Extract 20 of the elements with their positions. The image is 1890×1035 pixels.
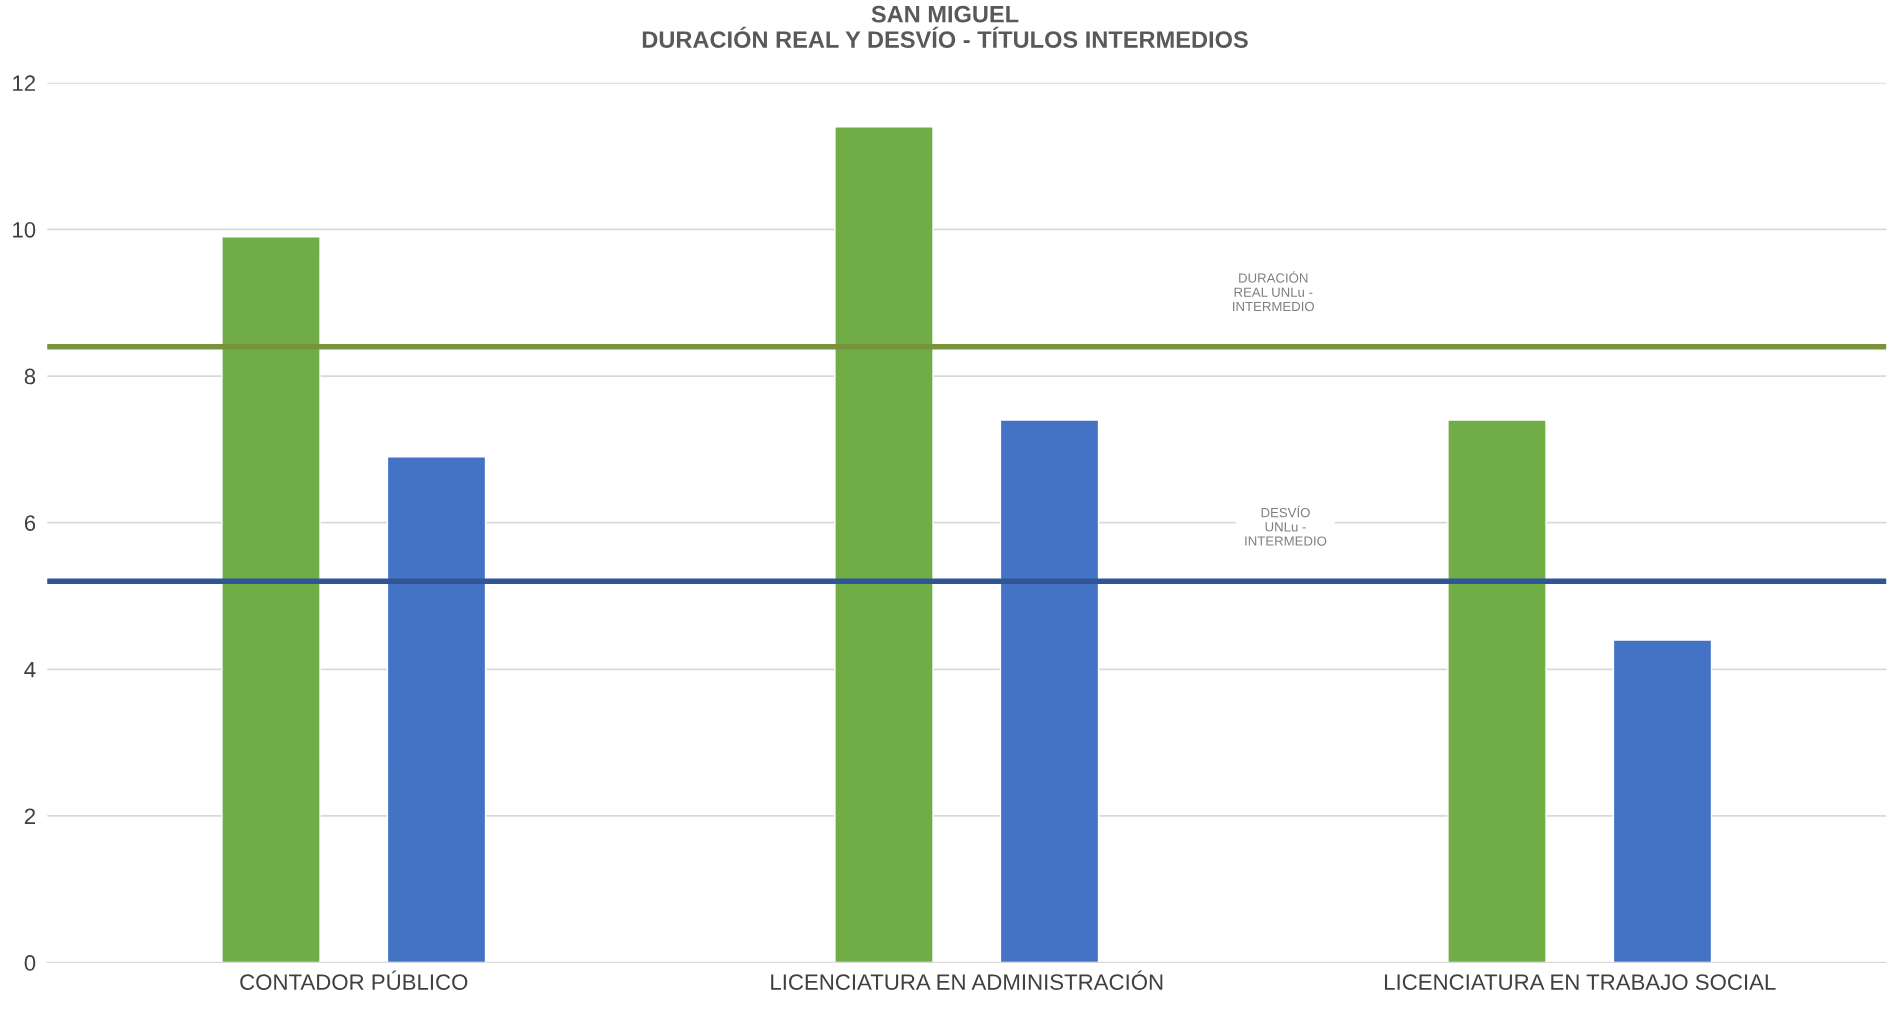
x-tick-label: LICENCIATURA EN ADMINISTRACIÓN: [771, 970, 1163, 990]
ref-line-label: DESVÍO UNLu - INTERMEDIO: [1245, 505, 1327, 546]
chart-title: SAN MIGUEL: [871, 5, 1019, 23]
y-tick-label: 8: [24, 368, 36, 385]
y-tick-label: 0: [24, 955, 36, 971]
bar: [999, 419, 1100, 963]
y-tick-label: 2: [24, 808, 36, 824]
bar: [386, 455, 487, 963]
bar: [1612, 639, 1713, 963]
y-tick-label: 12: [13, 75, 36, 91]
bar: [834, 126, 934, 963]
chart-subtitle: DURACIÓN REAL Y DESVÍO - TÍTULOS INTERMEDIOS: [642, 26, 1248, 48]
y-tick-label: 4: [24, 662, 36, 678]
bar: [221, 236, 321, 963]
bar: [1447, 419, 1547, 963]
y-tick-label: 10: [13, 221, 36, 238]
ref-line-label: DURACIÓN REAL UNLu - INTERMEDIO: [1233, 271, 1315, 312]
x-tick-label: LICENCIATURA EN TRABAJO SOCIAL: [1384, 974, 1776, 990]
y-tick-label: 6: [24, 515, 36, 531]
x-tick-label: CONTADOR PÚBLICO: [240, 970, 468, 990]
